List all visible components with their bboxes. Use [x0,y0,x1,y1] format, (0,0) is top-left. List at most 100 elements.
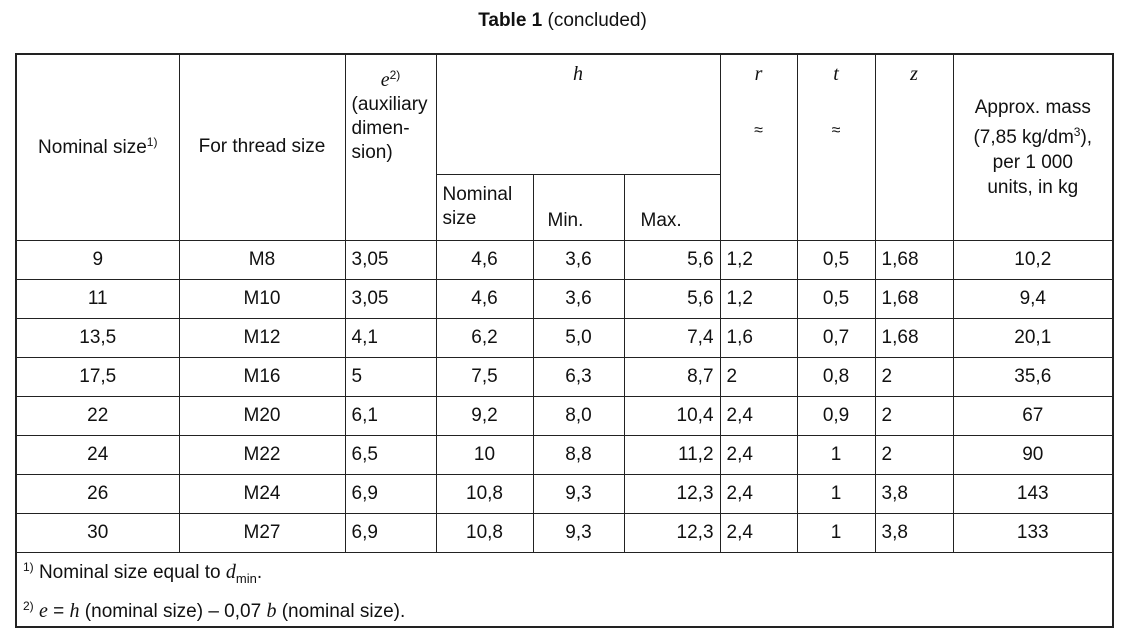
header-h: h [435,53,721,175]
cell-approx-mass: 10,2 [952,239,1114,280]
cell-approx-mass: 90 [952,434,1114,475]
cell-h-min: 3,6 [532,239,625,280]
cell-h-min: 8,0 [532,395,625,436]
cell-t: 1 [796,434,876,475]
cell-z: 2 [874,434,954,475]
table-caption: Table 1 (concluded) [0,10,1125,32]
cell-nominal-size: 11 [15,278,180,319]
header-t: t ≈ [796,53,876,241]
cell-nominal-size: 9 [15,239,180,280]
cell-e: 3,05 [344,239,437,280]
cell-t: 1 [796,473,876,514]
cell-nominal-size: 24 [15,434,180,475]
cell-e: 6,1 [344,395,437,436]
footnotes: 1) Nominal size equal to dmin. 2) e = h … [15,551,1114,628]
cell-h-nominal: 10 [435,434,534,475]
cell-approx-mass: 20,1 [952,317,1114,358]
header-approx-mass: Approx. mass (7,85 kg/dm3), per 1 000 un… [952,53,1114,241]
cell-h-min: 3,6 [532,278,625,319]
cell-h-nominal: 4,6 [435,239,534,280]
cell-z: 1,68 [874,239,954,280]
table-row: 17,5 M16 5 7,5 6,3 8,7 2 0,8 2 35,6 [15,356,1114,397]
header-r-approx: ≈ [754,122,763,139]
cell-z: 2 [874,356,954,397]
cell-r: 2,4 [719,512,798,553]
cell-thread-size: M20 [178,395,346,436]
cell-h-nominal: 9,2 [435,395,534,436]
cell-r: 2,4 [719,473,798,514]
cell-h-min: 9,3 [532,512,625,553]
cell-nominal-size: 17,5 [15,356,180,397]
cell-h-min: 6,3 [532,356,625,397]
cell-approx-mass: 35,6 [952,356,1114,397]
cell-t: 0,5 [796,239,876,280]
cell-h-max: 12,3 [623,512,721,553]
cell-approx-mass: 133 [952,512,1114,553]
table-caption-number: Table 1 [478,10,543,31]
header-t-approx: ≈ [831,122,841,139]
cell-h-min: 8,8 [532,434,625,475]
cell-h-max: 11,2 [623,434,721,475]
cell-t: 0,7 [796,317,876,358]
cell-thread-size: M22 [178,434,346,475]
cell-approx-mass: 9,4 [952,278,1114,319]
cell-thread-size: M8 [178,239,346,280]
cell-approx-mass: 67 [952,395,1114,436]
cell-nominal-size: 26 [15,473,180,514]
cell-h-nominal: 6,2 [435,317,534,358]
cell-r: 2 [719,356,798,397]
cell-e: 6,9 [344,473,437,514]
cell-nominal-size: 30 [15,512,180,553]
header-h-nominal-size: Nominal size [435,173,534,241]
table-row: 30 M27 6,9 10,8 9,3 12,3 2,4 1 3,8 133 [15,512,1114,553]
header-thread-size: For thread size [178,53,346,241]
cell-r: 2,4 [719,434,798,475]
header-z: z [874,53,954,241]
cell-h-min: 9,3 [532,473,625,514]
cell-z: 1,68 [874,317,954,358]
cell-t: 0,5 [796,278,876,319]
cell-h-nominal: 7,5 [435,356,534,397]
cell-thread-size: M27 [178,512,346,553]
cell-thread-size: M12 [178,317,346,358]
cell-z: 2 [874,395,954,436]
cell-t: 0,8 [796,356,876,397]
cell-e: 6,5 [344,434,437,475]
cell-z: 3,8 [874,512,954,553]
cell-r: 2,4 [719,395,798,436]
table-row: 13,5 M12 4,1 6,2 5,0 7,4 1,6 0,7 1,68 20,1 [15,317,1114,358]
cell-z: 3,8 [874,473,954,514]
cell-h-nominal: 10,8 [435,512,534,553]
cell-thread-size: M10 [178,278,346,319]
cell-nominal-size: 22 [15,395,180,436]
table-header: Nominal size1) For thread size e2) (auxi… [15,53,1114,241]
cell-r: 1,6 [719,317,798,358]
cell-h-max: 12,3 [623,473,721,514]
table-body: 9 M8 3,05 4,6 3,6 5,6 1,2 0,5 1,68 10,2 11 M10 3,05 4… [15,239,1114,553]
cell-h-min: 5,0 [532,317,625,358]
footnote-2: 2) e = h (nominal size) – 0,07 b (nomina… [23,599,406,623]
cell-z: 1,68 [874,278,954,319]
header-r: r ≈ [719,53,798,241]
cell-e: 4,1 [344,317,437,358]
cell-t: 0,9 [796,395,876,436]
table-row: 11 M10 3,05 4,6 3,6 5,6 1,2 0,5 1,68 9,4 [15,278,1114,319]
cell-e: 5 [344,356,437,397]
cell-h-max: 8,7 [623,356,721,397]
header-nominal-size: Nominal size1) [15,53,180,241]
cell-e: 3,05 [344,278,437,319]
cell-t: 1 [796,512,876,553]
table-row: 9 M8 3,05 4,6 3,6 5,6 1,2 0,5 1,68 10,2 [15,239,1114,280]
header-e: e2) (auxiliary dimen-sion) [344,53,437,241]
cell-r: 1,2 [719,278,798,319]
table-row: 24 M22 6,5 10 8,8 11,2 2,4 1 2 90 [15,434,1114,475]
cell-h-nominal: 10,8 [435,473,534,514]
table-caption-suffix: (concluded) [547,10,647,31]
dimensions-table: Nominal size1) For thread size e2) (auxi… [15,53,1115,628]
cell-e: 6,9 [344,512,437,553]
cell-thread-size: M16 [178,356,346,397]
footnote-1: 1) Nominal size equal to dmin. [23,559,263,586]
header-h-min: Min. [532,173,625,241]
cell-h-max: 5,6 [623,239,721,280]
cell-approx-mass: 143 [952,473,1114,514]
